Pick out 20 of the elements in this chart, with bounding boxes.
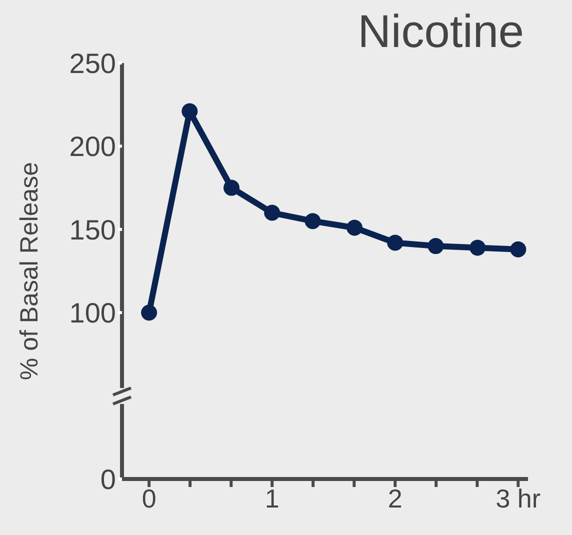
point xyxy=(141,304,158,321)
y-tick-label: 200 xyxy=(69,131,116,162)
x-tick-label: 1 xyxy=(264,483,280,514)
x-tick-label: 2 xyxy=(388,483,402,514)
point xyxy=(264,204,280,221)
point xyxy=(428,238,444,254)
y-tick-label: 100 xyxy=(69,298,116,329)
y-tick-label: 250 xyxy=(69,48,116,79)
point xyxy=(346,220,363,236)
point xyxy=(223,180,240,196)
x-tick-label: 3 hr xyxy=(496,483,541,514)
point xyxy=(304,213,321,230)
y-tick-label: 150 xyxy=(69,214,116,246)
point xyxy=(510,241,526,258)
point xyxy=(470,240,486,256)
x-tick-label: 0 xyxy=(142,483,156,514)
point xyxy=(387,234,404,251)
chart-title: Nicotine xyxy=(358,4,524,58)
y-axis-title: % of Basal Release xyxy=(16,162,44,380)
point xyxy=(182,103,198,120)
